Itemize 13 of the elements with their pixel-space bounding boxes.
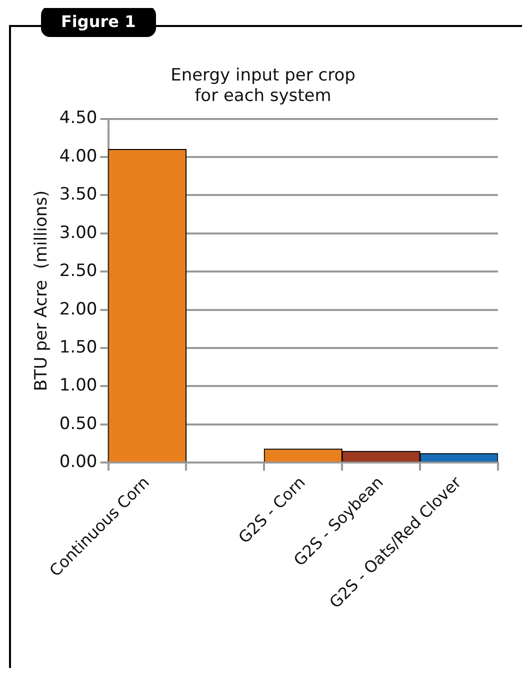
chart-title: Energy input per crop for each system [170,66,356,106]
y-tick-label: 1.00 [59,376,98,396]
y-tick-label: 3.00 [59,222,98,243]
caption: Figure 1 [41,6,156,37]
y-axis-title: BTU per Acre (millions) [32,190,52,392]
y-tick-label: 4.50 [59,108,98,128]
y-tick-label: 1.50 [59,337,98,358]
y-tick-label: 0.50 [59,414,98,434]
y-tick-label: 2.00 [59,299,98,320]
y-tick-label: 4.00 [59,146,98,166]
y-tick-label: 3.50 [59,184,98,205]
y-tick-label: 2.50 [59,261,98,282]
y-tick-label: 0.00 [59,452,98,472]
